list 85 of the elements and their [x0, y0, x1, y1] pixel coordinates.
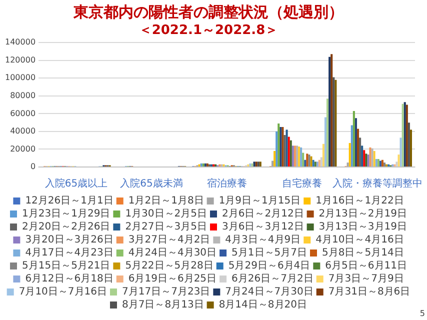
bar	[328, 56, 331, 166]
bar	[330, 54, 333, 166]
x-tick-label: 自宅療養	[282, 178, 322, 190]
bar	[400, 138, 402, 166]
bar	[288, 136, 290, 166]
legend-label: 1月9日～1月15日	[218, 196, 301, 207]
legend-label: 8月7日～8月13日	[122, 300, 204, 311]
text: 5	[420, 309, 425, 318]
legend-label: 5月22日～5月28日	[125, 260, 214, 272]
legend-label: 1月2日～1月8日	[128, 196, 204, 207]
legend-label: 2月27日～3月5日	[125, 222, 207, 233]
legend-label: 4月10日～4月16日	[316, 234, 404, 246]
legend-label: 6月12日～6月18日	[25, 274, 114, 285]
legend-label: 3月6日～3月12日	[222, 222, 304, 233]
bar	[326, 98, 329, 166]
x-tick-label: 入院65歳未満	[120, 178, 183, 190]
bar	[284, 135, 286, 166]
bar	[322, 144, 324, 166]
legend-label: 3月13日～3月19日	[318, 222, 407, 233]
x-tick-label: 入院・療養等調整中	[332, 178, 422, 190]
legend-label: 1月23日～1月29日	[22, 208, 110, 220]
legend-label: 6月19日～6月25日	[128, 274, 217, 285]
legend-label: 7月10日～7月16日	[18, 286, 108, 298]
bar	[408, 122, 410, 166]
bar	[286, 130, 288, 166]
legend-label: 7月17日～7月23日	[122, 286, 210, 298]
legend-label: 8月14日～8月20日	[218, 300, 308, 311]
legend-label: 4月24日～4月30日	[128, 248, 217, 259]
bar	[304, 160, 306, 166]
bar	[272, 160, 274, 166]
bar	[274, 151, 276, 166]
legend-label: 5月8日～5月14日	[322, 248, 404, 259]
bar	[356, 128, 360, 166]
legend-label: 6月5日～6月11日	[325, 260, 407, 272]
y-tick-label: 40000	[10, 126, 36, 136]
y-tick-label: 120000	[4, 55, 36, 64]
x-tick-label: 宿泊療養	[206, 178, 247, 190]
bar	[278, 123, 280, 166]
legend-label: 4月3日～4月9日	[225, 234, 301, 246]
legend-label: 5月1日～5月7日	[232, 248, 307, 259]
bar	[361, 146, 364, 166]
legend-label: 5月15日～5月21日	[22, 260, 110, 272]
legend-label: 2月6日～2月12日	[222, 208, 304, 220]
legend-label: 7月3日～7月9日	[328, 274, 404, 285]
y-tick-label: 140000	[4, 38, 36, 47]
legend-label: 2月13日～2月19日	[318, 208, 407, 220]
bar	[276, 131, 278, 166]
legend-label: 4月17日～4月23日	[25, 248, 114, 259]
y-tick-label: 60000	[10, 108, 36, 118]
bar	[348, 143, 351, 166]
legend-label: 5月29日～6月4日	[228, 260, 310, 272]
chart-title: 東京都内の陽性者の調整状況（処遇別）	[72, 2, 344, 21]
bar	[290, 140, 292, 166]
y-tick-label: 100000	[4, 73, 36, 82]
y-tick-label: 20000	[10, 144, 36, 154]
bar	[324, 117, 327, 166]
legend-label: 1月30日～2月5日	[125, 208, 207, 220]
legend-label: 6月26日～7月2日	[232, 274, 314, 285]
bar	[346, 162, 349, 166]
bar	[398, 154, 400, 166]
x-tick-label: 入院65歳以上	[44, 178, 108, 190]
bar	[383, 162, 386, 166]
bar	[300, 147, 302, 166]
legend-label: 3月27日～4月2日	[128, 234, 210, 246]
bar	[352, 111, 355, 166]
legend-label: 7月24日～7月30日	[225, 286, 314, 298]
legend-label: 3月20日～3月26日	[25, 234, 114, 246]
bar	[350, 125, 353, 166]
legend-label: 7月31日～8月6日	[328, 286, 410, 298]
y-tick-label: 0	[30, 162, 36, 172]
legend-label: 1月16日～1月22日	[316, 196, 404, 207]
y-tick-label: 80000	[10, 90, 36, 100]
bar	[359, 138, 362, 166]
bar	[332, 77, 335, 166]
chart-subtitle: ＜2022.1～2022.8＞	[138, 23, 278, 38]
legend-label: 12月26日～1月1日	[25, 196, 114, 207]
bar	[363, 150, 366, 166]
bar	[302, 152, 304, 166]
bar	[406, 104, 408, 166]
bar	[298, 146, 300, 166]
bar	[354, 118, 357, 166]
bar	[334, 80, 337, 166]
legend-label: 2月20日～2月26日	[22, 222, 110, 233]
bar	[373, 151, 376, 166]
bar	[410, 130, 412, 166]
